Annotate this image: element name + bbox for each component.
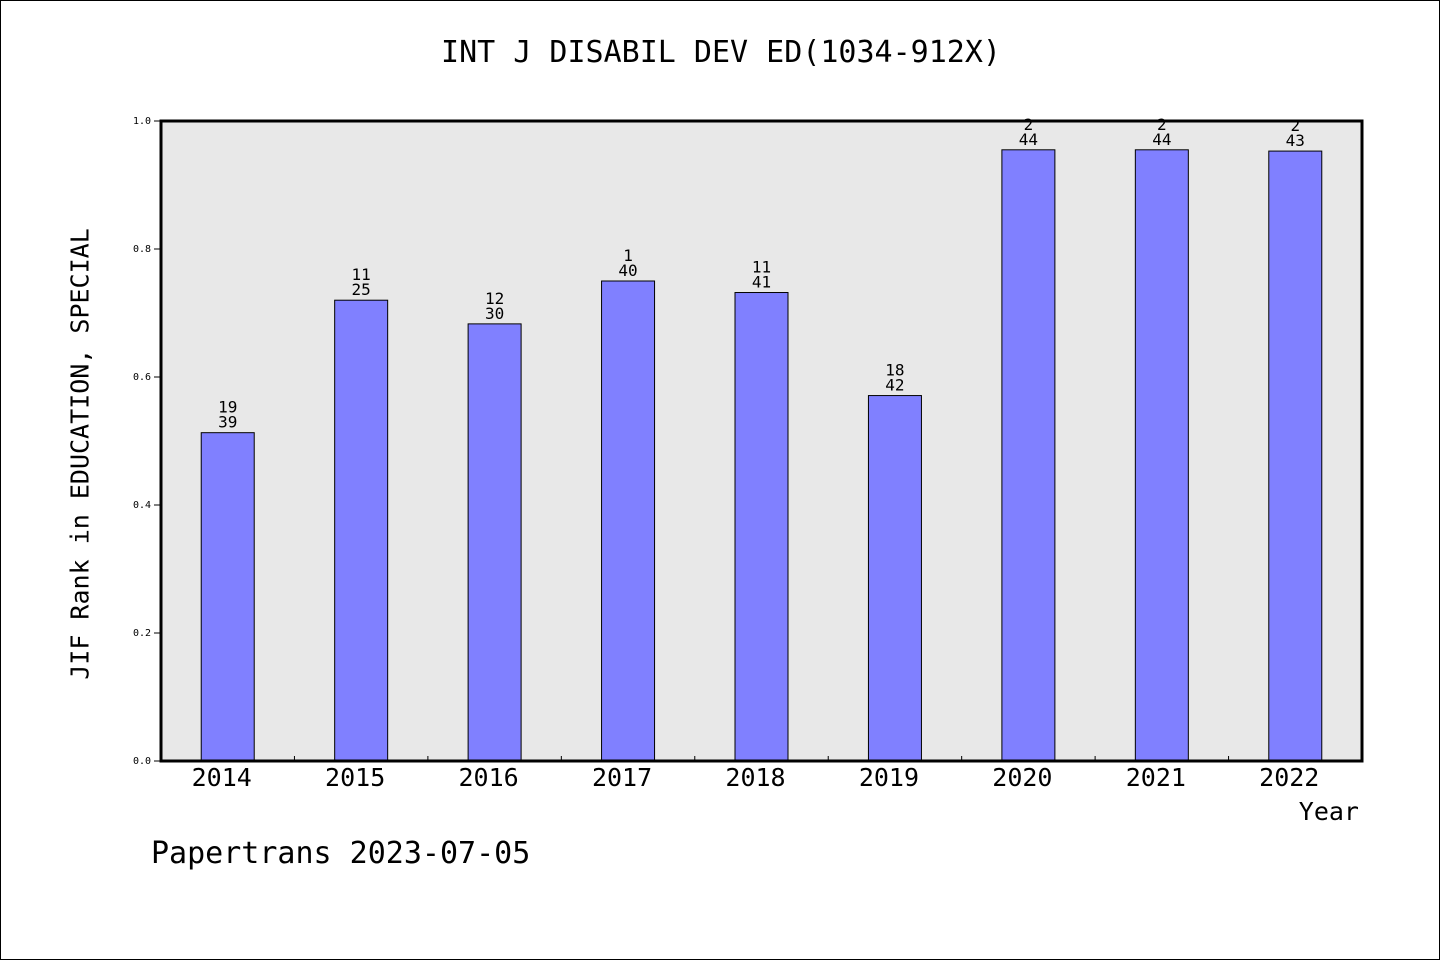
bar-label-bottom-2019: 42: [885, 376, 904, 395]
y-tick-label: 0.4: [133, 500, 151, 511]
x-tick-label-2014: 2014: [192, 763, 252, 792]
y-tick-label: 1.0: [133, 116, 151, 127]
bar-2018: [734, 292, 789, 762]
bar-label-bottom-2018: 41: [752, 273, 771, 292]
bar-2019: [867, 395, 922, 762]
plot-border: [159, 119, 1364, 763]
y-axis-label: JIF Rank in EDUCATION, SPECIAL: [65, 228, 95, 680]
bar-label-bottom-2017: 40: [618, 261, 637, 280]
bar-label-bottom-2022: 43: [1286, 131, 1305, 150]
bar-label-bottom-2021: 44: [1152, 130, 1171, 149]
x-tick-label-2015: 2015: [325, 763, 385, 792]
bar-label-top-2015: 11: [352, 265, 371, 284]
x-axis-label: Year: [1298, 797, 1359, 826]
bar-label-top-2021: 2: [1157, 115, 1167, 134]
chart-title: INT J DISABIL DEV ED(1034-912X): [441, 35, 1001, 70]
bar-label-top-2016: 12: [485, 289, 504, 308]
bar-2014: [200, 432, 255, 762]
x-tick-label-2017: 2017: [592, 763, 652, 792]
x-tick-label-2020: 2020: [992, 763, 1052, 792]
x-tick-label-2019: 2019: [859, 763, 919, 792]
bar-label-top-2017: 1: [623, 246, 633, 265]
bar-2021: [1134, 149, 1189, 762]
bar-2015: [334, 299, 389, 762]
y-tick-label: 0.6: [133, 372, 151, 383]
x-tick-label-2016: 2016: [459, 763, 519, 792]
x-tick-label-2022: 2022: [1259, 763, 1319, 792]
bar-label-top-2019: 18: [885, 361, 904, 380]
bar-2017: [601, 280, 656, 762]
x-tick-label-2018: 2018: [725, 763, 785, 792]
bar-label-top-2014: 19: [218, 398, 237, 417]
x-tick-label-2021: 2021: [1126, 763, 1186, 792]
bar-label-top-2020: 2: [1024, 115, 1034, 134]
y-tick-label: 0.2: [133, 628, 151, 639]
bar-label-bottom-2016: 30: [485, 304, 504, 323]
y-tick-label: 0.0: [133, 756, 151, 767]
bar-label-bottom-2014: 39: [218, 413, 237, 432]
bar-2016: [467, 323, 522, 762]
bar-label-bottom-2015: 25: [352, 280, 371, 299]
bar-label-top-2018: 11: [752, 258, 771, 277]
footer-credit: Papertrans 2023-07-05: [151, 836, 531, 871]
bar-label-top-2022: 2: [1290, 116, 1300, 135]
bar-2020: [1001, 149, 1056, 762]
bar-label-bottom-2020: 44: [1019, 130, 1038, 149]
bar-2022: [1268, 150, 1323, 762]
y-tick-label: 0.8: [133, 244, 151, 255]
